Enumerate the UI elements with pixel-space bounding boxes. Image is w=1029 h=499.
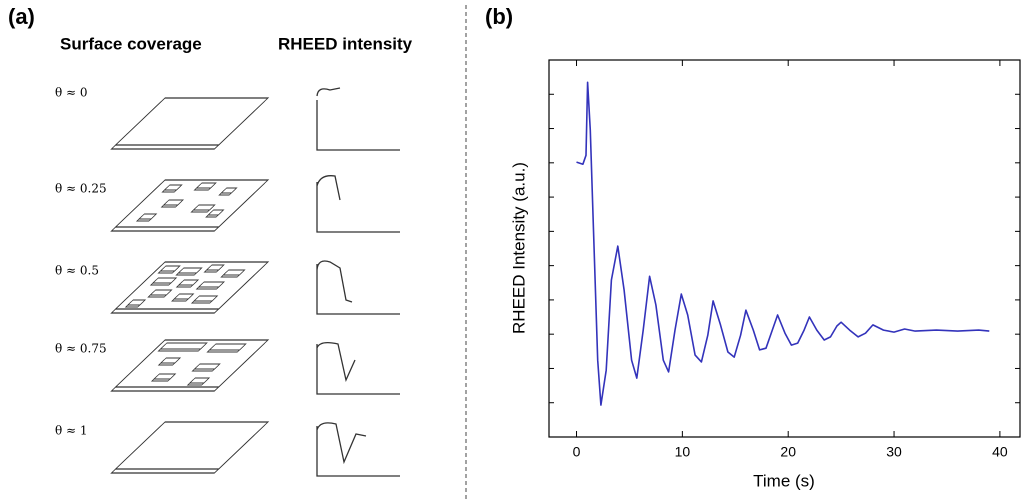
island <box>205 264 225 271</box>
island <box>197 281 226 288</box>
island <box>153 373 177 380</box>
slab <box>114 97 270 146</box>
island <box>159 265 181 272</box>
coverage-label: θ ≈ 1 <box>55 424 88 438</box>
rheed-chart: RHEED Intensity (a.u.) Time (s) 0 10 20 30 4… <box>509 59 1021 490</box>
island <box>151 277 178 284</box>
island <box>177 279 200 286</box>
rheed-sketch <box>316 175 400 233</box>
coverage-label: θ ≈ 0 <box>55 86 88 100</box>
island <box>126 299 147 306</box>
island <box>138 213 158 220</box>
island <box>193 295 219 302</box>
x-tick-label: 10 <box>675 444 691 460</box>
x-tick-label: 0 <box>573 444 581 460</box>
island <box>188 377 211 384</box>
island <box>192 204 216 211</box>
data-line <box>576 81 990 406</box>
island <box>173 293 195 300</box>
island <box>163 184 183 191</box>
island <box>208 343 247 351</box>
x-tick-label: 20 <box>780 444 796 460</box>
coverage-label: θ ≈ 0.75 <box>55 342 107 356</box>
island <box>162 199 185 206</box>
island <box>159 357 182 364</box>
rheed-sketch <box>316 260 400 315</box>
x-tick-label: 30 <box>886 444 902 460</box>
slab <box>114 421 270 470</box>
coverage-label: θ ≈ 0.5 <box>55 264 99 278</box>
island <box>195 182 217 189</box>
rheed-sketch <box>316 342 400 395</box>
column-header: RHEED intensity <box>278 34 413 53</box>
island <box>177 267 203 274</box>
coverage-label: θ ≈ 0.25 <box>55 182 107 196</box>
island <box>149 289 173 296</box>
x-tick-label: 40 <box>992 444 1008 460</box>
y-axis-label: RHEED Intensity (a.u.) <box>509 162 528 334</box>
island <box>220 187 238 194</box>
x-axis-label: Time (s) <box>753 471 815 490</box>
panel-label: (b) <box>485 4 513 29</box>
island <box>222 269 246 276</box>
coverage-rows: θ ≈ 0 θ ≈ 0.25 θ ≈ 0.5 θ ≈ 0.75 θ ≈ 1 <box>55 86 400 477</box>
panel-label: (a) <box>8 4 35 29</box>
island <box>207 209 225 216</box>
column-header: Surface coverage <box>60 34 202 53</box>
plot-frame <box>548 59 1021 438</box>
rheed-sketch <box>316 87 400 151</box>
island <box>193 363 221 370</box>
rheed-sketch <box>316 422 400 477</box>
island <box>159 342 208 350</box>
